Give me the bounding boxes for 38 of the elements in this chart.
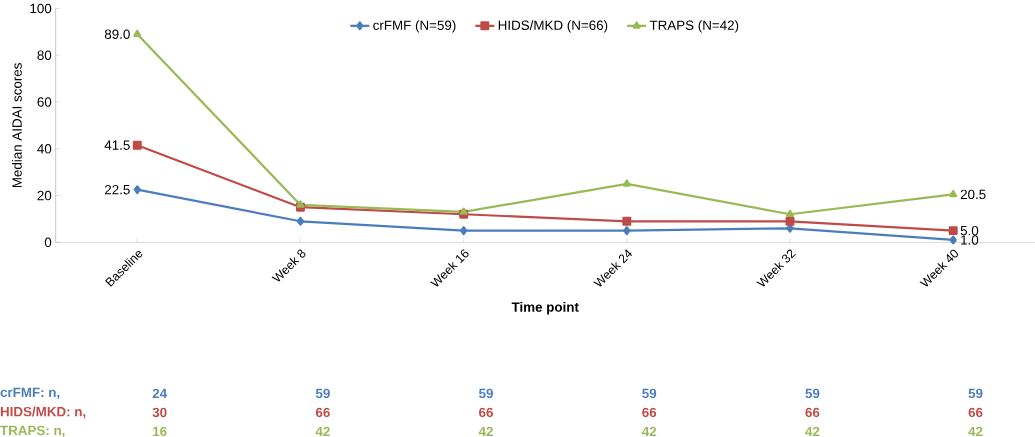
text: 42 (478, 426, 493, 437)
y-axis-title: Median AIDAI scores (11, 63, 22, 188)
legend-label: crFMF (N=59) (373, 20, 456, 33)
text: 66 (479, 407, 493, 418)
data-label: 41.5 (104, 140, 130, 150)
y-tick-label: 40 (37, 143, 52, 154)
text: 42 (315, 426, 330, 437)
y-tick-label: 20 (37, 190, 52, 201)
legend-label: TRAPS (N=42) (649, 20, 739, 33)
data-label: 22.5 (104, 184, 130, 195)
data-label: 5.0 (960, 225, 979, 236)
text: 59 (642, 388, 657, 399)
text: 66 (642, 407, 657, 418)
text: HIDS/MKD: n, (0, 406, 86, 419)
data-label: 20.5 (960, 189, 986, 200)
data-label: 89.0 (104, 29, 130, 39)
text: 59 (968, 388, 983, 399)
text: 24 (152, 388, 168, 398)
text: 59 (805, 388, 820, 399)
text: 66 (315, 407, 330, 418)
text: 30 (152, 407, 167, 418)
x-axis-title: Time point (511, 301, 579, 315)
text: 42 (805, 426, 820, 437)
text: 16 (153, 426, 167, 437)
y-tick-label: 0 (44, 237, 52, 247)
text: 59 (315, 388, 330, 399)
text: 59 (478, 388, 493, 399)
text: 42 (641, 426, 657, 437)
data-label: 1.0 (961, 235, 979, 245)
text: 66 (968, 407, 983, 418)
text: 66 (805, 407, 820, 418)
legend-label: HIDS/MKD (N=66) (498, 20, 608, 33)
text: TRAPS: n, (0, 425, 65, 437)
text: crFMF: n, (0, 387, 60, 399)
y-tick-label: 60 (37, 97, 52, 107)
y-tick-label: 100 (30, 3, 52, 14)
text: 42 (968, 426, 983, 437)
y-tick-label: 80 (37, 50, 52, 60)
